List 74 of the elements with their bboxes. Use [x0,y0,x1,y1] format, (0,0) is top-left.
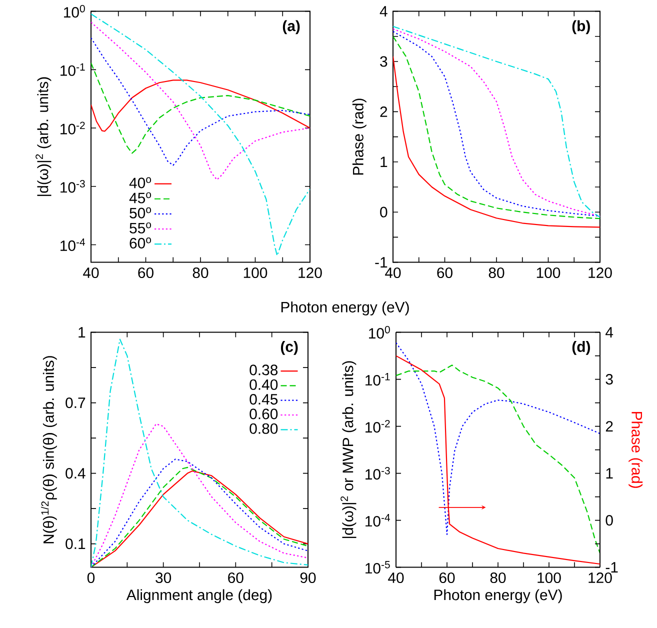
y-tick-label: 10$^{-2}$ [366,420,390,432]
annotation: (c) [280,340,298,355]
x-tick-label: 0 [87,572,95,583]
x-tick-label: 120 [588,572,612,583]
x-tick-label: 40 [388,572,404,583]
y-axis-title: N(θ)$^{1/2}$ρ(θ) sin(θ) (arb. units) [41,356,57,544]
x-axis-title: Alignment angle (deg) [126,589,272,603]
annotation: (d) [572,340,590,355]
y-axis-title: Phase (rad) [352,98,366,174]
x-tick-label: 30 [156,572,172,583]
y-tick-label: 1 [78,327,86,338]
x-tick-label: 40 [83,267,99,278]
y-tick-label: 2 [380,106,388,117]
y-tick-label: 10$^{-1}$ [60,63,85,76]
x-tick-label: 80 [490,572,506,583]
x-tick-label: 90 [300,572,316,583]
y2-tick-label: 0 [606,514,613,526]
legend-label: 60$^{o}$ [130,237,152,248]
y-tick-label: 10$^{0}$ [369,326,390,338]
x-tick-label: 60 [437,267,452,278]
y2-tick-label: -1 [606,562,618,572]
x-tick-label: 100 [244,267,268,278]
y-tick-label: -1 [375,257,388,268]
x-tick-label: 60 [228,572,244,583]
y2-tick-label: 4 [606,327,614,338]
y2-axis-title: Phase (rad) [628,412,643,488]
x-tick-label: 80 [192,267,208,278]
line-series [396,342,600,535]
y-tick-label: 10$^{-2}$ [60,122,85,134]
x-axis-title: Photon energy (eV) [281,301,409,316]
line-series [91,62,310,154]
y-tick-label: 3 [380,56,388,67]
y-tick-label: 10$^{-3}$ [60,180,85,193]
y2-tick-label: 3 [606,374,613,384]
legend-label: 55$^{o}$ [130,222,152,234]
y2-tick-label: 1 [606,468,613,478]
annotation: (b) [572,20,590,34]
y-tick-label: 10$^{-1}$ [366,372,390,386]
line-series [91,13,310,256]
legend-label: 0.38 [250,364,278,376]
x-tick-label: 60 [138,267,154,278]
y-axis-title: |d(ω)|$^{2}$ or MWP (arb. units) [340,361,356,538]
x-tick-label: 40 [385,267,401,278]
x-axis-title: Photon energy (eV) [434,589,562,604]
y-tick-label: 10$^{0}$ [64,4,85,18]
y-tick-label: 1 [380,156,388,167]
x-tick-label: 60 [439,572,455,583]
x-tick-label: 120 [298,267,322,278]
y2-tick-label: 2 [606,420,613,432]
legend-label: 0.80 [250,423,278,434]
legend-label: 40$^{o}$ [129,177,152,188]
y-tick-label: 0.4 [66,468,86,478]
line-series [91,80,310,132]
legend-label: 45$^{o}$ [129,192,152,204]
line-series [91,37,310,166]
legend-label: 0.45 [250,394,278,404]
y-axis-title: |d(ω)|$^{2}$ (arb. units) [36,77,52,196]
x-tick-label: 120 [588,267,612,278]
legend-label: 50$^{o}$ [130,207,152,218]
x-tick-label: 100 [536,267,560,278]
y-tick-label: 10$^{-4}$ [366,514,390,526]
y-tick-label: 10$^{-3}$ [366,466,390,480]
y-tick-label: 10$^{-5}$ [366,560,390,574]
y-tick-label: 0.7 [66,397,86,408]
legend-label: 0.60 [250,408,278,420]
x-tick-label: 80 [488,267,504,278]
x-tick-label: 100 [538,572,561,583]
y-tick-label: 4 [380,6,388,16]
line-series [91,338,308,568]
y-tick-label: 0.1 [66,538,86,549]
y-tick-label: 0 [380,206,388,218]
y-tick-label: 10$^{-4}$ [60,238,86,251]
annotation: (a) [282,20,300,34]
legend-label: 0.40 [250,379,278,390]
